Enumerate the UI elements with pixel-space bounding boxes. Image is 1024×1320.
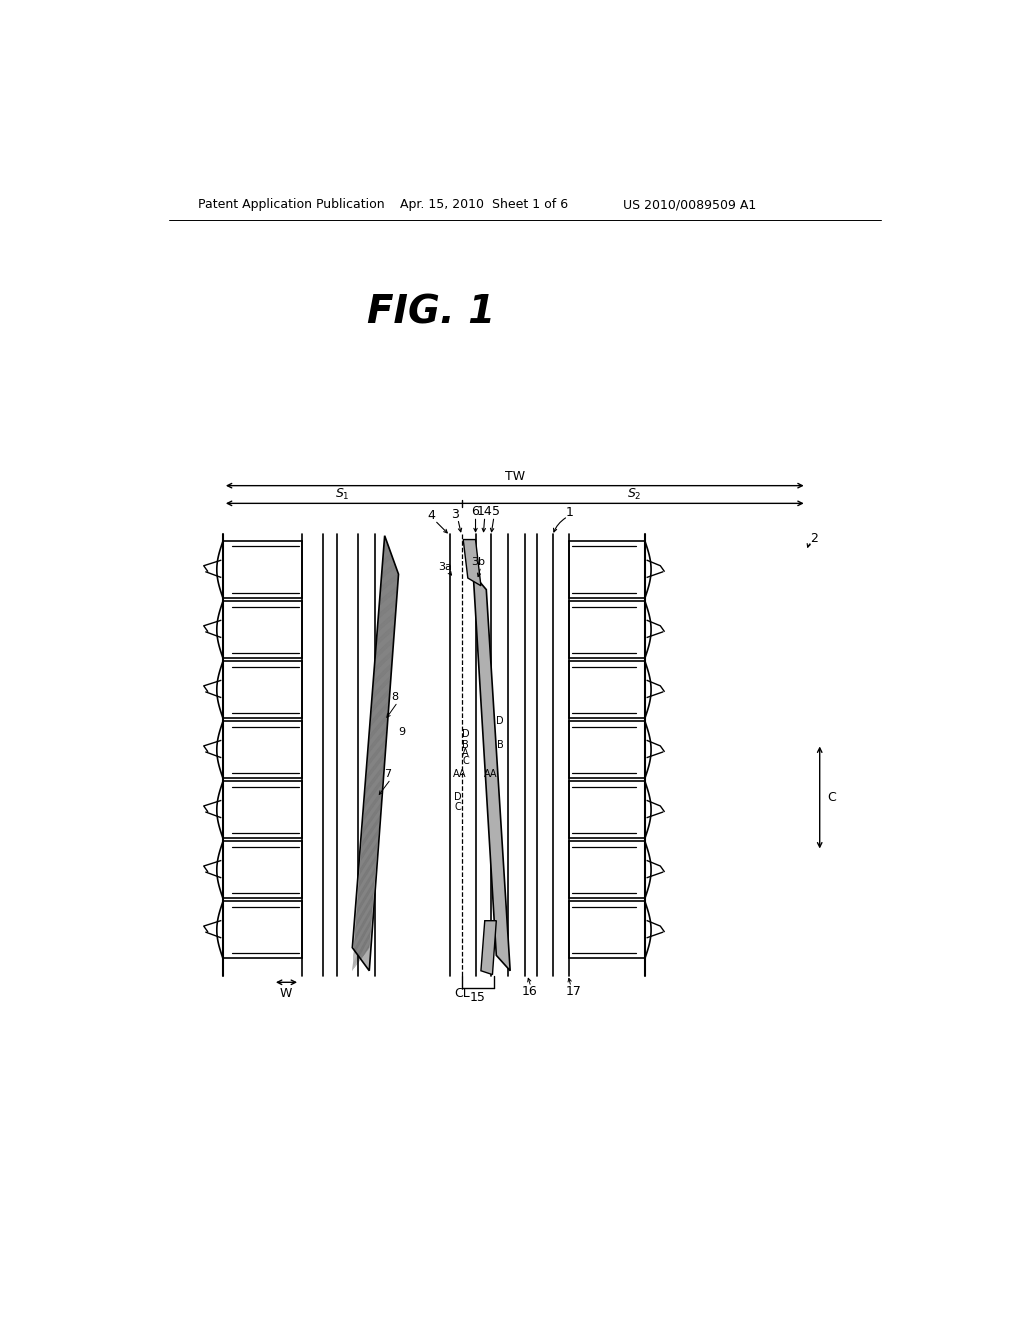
Text: CL: CL — [454, 986, 470, 999]
Text: 3b: 3b — [472, 557, 485, 566]
Text: W: W — [280, 987, 292, 1001]
Text: D: D — [454, 792, 462, 803]
Text: Patent Application Publication: Patent Application Publication — [199, 198, 385, 211]
Text: B: B — [497, 741, 504, 750]
Text: US 2010/0089509 A1: US 2010/0089509 A1 — [624, 198, 757, 211]
Text: B: B — [462, 741, 469, 750]
Text: 8: 8 — [391, 693, 398, 702]
Text: 17: 17 — [565, 985, 582, 998]
Text: 14: 14 — [477, 506, 493, 519]
Text: 7: 7 — [384, 770, 391, 779]
Text: Apr. 15, 2010  Sheet 1 of 6: Apr. 15, 2010 Sheet 1 of 6 — [400, 198, 568, 211]
Polygon shape — [473, 574, 510, 970]
Text: 2: 2 — [810, 532, 818, 545]
Text: 1: 1 — [565, 506, 573, 519]
Text: 4: 4 — [427, 510, 435, 523]
Text: FIG. 1: FIG. 1 — [367, 293, 495, 331]
Text: D: D — [497, 715, 504, 726]
Text: C: C — [455, 801, 461, 812]
Text: 9: 9 — [398, 727, 406, 737]
Text: AA: AA — [454, 770, 467, 779]
Text: $S_2$: $S_2$ — [627, 487, 641, 502]
Text: C: C — [462, 755, 469, 766]
Polygon shape — [463, 540, 481, 586]
Text: 6: 6 — [471, 506, 478, 519]
Text: 15: 15 — [470, 991, 485, 1005]
Text: TW: TW — [505, 470, 525, 483]
Text: 3: 3 — [452, 508, 460, 520]
Polygon shape — [481, 921, 497, 974]
Text: 16: 16 — [521, 985, 538, 998]
Polygon shape — [352, 536, 398, 970]
Text: AA: AA — [484, 770, 498, 779]
Text: $S_1$: $S_1$ — [335, 487, 349, 502]
Text: D: D — [462, 730, 469, 739]
Text: C: C — [827, 791, 836, 804]
Text: A: A — [462, 748, 469, 758]
Text: 3a: 3a — [438, 561, 452, 572]
Text: 5: 5 — [492, 506, 500, 519]
